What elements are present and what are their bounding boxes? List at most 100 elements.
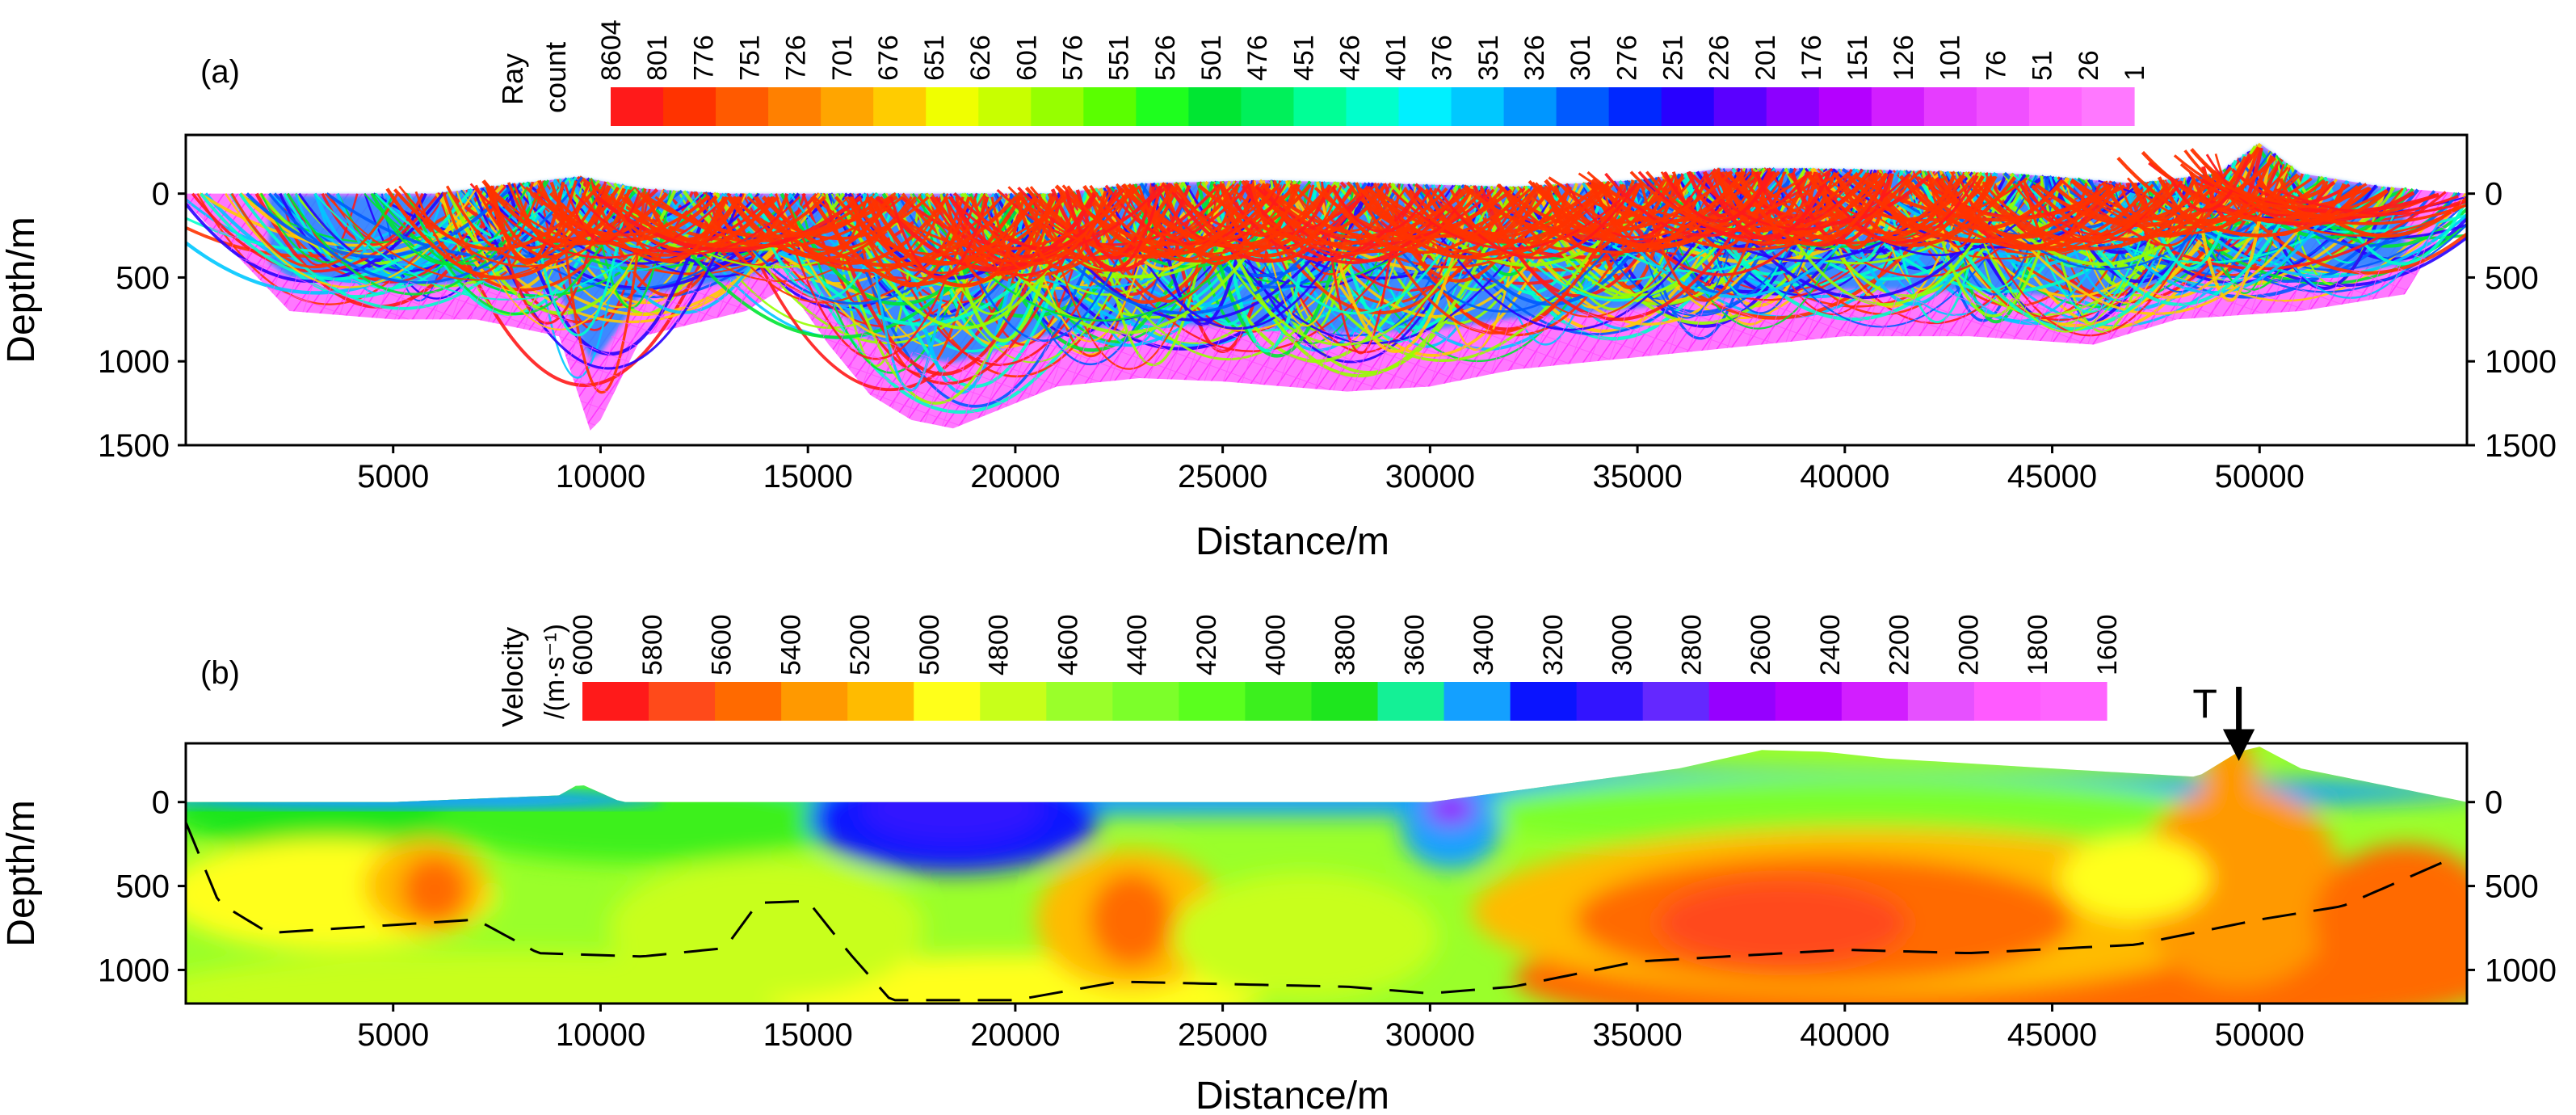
velocity-colorbar-tick-label: 3600 xyxy=(1399,614,1430,675)
panel-a-x-tick-label: 35000 xyxy=(1592,459,1682,494)
high-ray-count-path xyxy=(813,194,1070,256)
velocity-colorbar-title-line2: /(m·s⁻¹) xyxy=(540,624,570,719)
velocity-colorbar-tick-label: 3800 xyxy=(1330,614,1361,675)
panel-b-label: (b) xyxy=(200,655,240,691)
ray-count-colorbar-tick-label: 401 xyxy=(1381,35,1412,81)
ray-count-colorbar-swatch xyxy=(1136,87,1189,126)
ray-count-colorbar-swatch xyxy=(1293,87,1347,126)
velocity-colorbar-tick-label: 4000 xyxy=(1261,614,1292,675)
ray-count-colorbar-swatch xyxy=(1713,87,1767,126)
deep-ray-mesh xyxy=(186,193,2467,431)
ray-count-colorbar-tick-label: 676 xyxy=(873,35,904,81)
velocity-zone xyxy=(608,857,924,999)
velocity-colorbar-swatch xyxy=(582,682,649,721)
low-velocity-basin-core xyxy=(861,775,1044,843)
velocity-interface-dashed-line xyxy=(186,822,2445,1002)
ray-count-colorbar-swatch xyxy=(1451,87,1505,126)
velocity-colorbar-tick-label: 2400 xyxy=(1815,614,1846,675)
high-ray-count-path xyxy=(393,183,602,251)
high-ray-count-path xyxy=(1436,183,1638,259)
high-velocity-core xyxy=(401,856,469,924)
high-ray-count-path xyxy=(1061,184,1331,263)
velocity-colorbar-tick-label: 5600 xyxy=(707,614,738,675)
panel-b-x-tick-label: 5000 xyxy=(357,1017,429,1053)
ray-count-colorbar-swatch xyxy=(1661,87,1715,126)
ray-count-colorbar-tick-label: 76 xyxy=(1981,50,2012,81)
panel-a-x-tick-label: 40000 xyxy=(1800,459,1889,494)
high-ray-count-path xyxy=(1212,183,1343,262)
ray-count-colorbar-tick-label: 576 xyxy=(1058,35,1089,81)
velocity-zone xyxy=(1471,775,2218,849)
ray-count-colorbar-tick-label: 751 xyxy=(734,35,765,81)
high-ray-count-path xyxy=(445,183,606,261)
high-ray-count-band xyxy=(385,146,2467,288)
high-ray-count-path xyxy=(848,196,1036,266)
ray-count-colorbar-tick-label: 626 xyxy=(965,35,996,81)
ray-count-colorbar-swatch xyxy=(1766,87,1820,126)
velocity-colorbar-title-line1: Velocity xyxy=(496,627,529,727)
panel-a-x-tick-label: 30000 xyxy=(1385,459,1475,494)
high-ray-count-path xyxy=(948,185,1162,250)
high-ray-count-path xyxy=(2118,175,2221,247)
high-velocity-core xyxy=(1090,872,1174,967)
ray-count-colorbar-tick-label: 276 xyxy=(1612,35,1642,81)
ray-count-colorbar-tick-label: 26 xyxy=(2074,50,2104,81)
ray-count-colorbar-tick-label: 51 xyxy=(2028,50,2058,81)
high-ray-count-path xyxy=(1331,186,1433,234)
high-ray-count-path xyxy=(1391,183,1638,250)
ray-count-field xyxy=(186,142,2467,431)
high-ray-count-path xyxy=(1604,170,1811,238)
panel-a-frame xyxy=(184,133,2469,447)
high-ray-count-path xyxy=(610,192,729,263)
high-ray-count-path xyxy=(623,193,742,242)
ray-count-colorbar: 8604 801 776 751 726 701 676 651 626 601 576 551 526… xyxy=(596,19,2150,126)
velocity-colorbar-tick-label: 2200 xyxy=(1885,614,1915,675)
high-ray-count-path xyxy=(1898,175,2064,231)
velocity-body xyxy=(186,747,2467,1004)
high-ray-count-path xyxy=(564,183,641,244)
ray-count-colorbar-tick-label: 201 xyxy=(1750,35,1781,81)
ray-count-colorbar-tick-label: 726 xyxy=(781,35,812,81)
ray-count-colorbar-tick-label: 326 xyxy=(1519,35,1550,81)
velocity-colorbar-swatch xyxy=(1576,682,1644,721)
velocity-colorbar-tick-label: 5200 xyxy=(845,614,876,675)
velocity-colorbar-tick-label: 1800 xyxy=(2023,614,2053,675)
velocity-colorbar-tick-label: 4200 xyxy=(1191,614,1222,675)
ray-count-colorbar-swatch xyxy=(1346,87,1400,126)
panel-b-x-tick-label: 40000 xyxy=(1800,1017,1889,1053)
panel-b-x-tick-label: 45000 xyxy=(2007,1017,2097,1053)
velocity-colorbar-tick-label: 4400 xyxy=(1122,614,1153,675)
high-ray-count-path xyxy=(1702,170,1832,241)
ray-path xyxy=(230,192,399,268)
high-ray-count-path xyxy=(2275,188,2467,216)
velocity-colorbar-swatch xyxy=(1708,682,1776,721)
panel-b-y-tick-label: 0 xyxy=(152,785,170,821)
ray-count-colorbar-swatch xyxy=(768,87,822,126)
ray-count-colorbar-tick-label: 801 xyxy=(642,35,673,81)
panel-b-x-tick-label: 35000 xyxy=(1592,1017,1682,1053)
high-ray-count-path xyxy=(990,196,1053,270)
near-surface-layer-segment xyxy=(186,790,663,811)
ray-count-colorbar-tick-label: 426 xyxy=(1334,35,1365,81)
ray-count-colorbar-swatch xyxy=(716,87,769,126)
high-ray-count-path xyxy=(490,181,565,265)
velocity-colorbar-tick-label: 4600 xyxy=(1053,614,1083,675)
ray-count-colorbar-tick-label: 151 xyxy=(1843,35,1873,81)
ray-count-colorbar-swatch xyxy=(821,87,874,126)
high-ray-count-path xyxy=(969,189,1113,265)
velocity-colorbar-swatch xyxy=(1179,682,1246,721)
high-ray-count-path xyxy=(1290,185,1407,233)
t-marker-label: T xyxy=(2192,681,2217,726)
velocity-colorbar-swatch xyxy=(1443,682,1511,721)
velocity-colorbar-swatch xyxy=(781,682,848,721)
ray-count-colorbar-swatch xyxy=(1083,87,1137,126)
panel-a-ray-count: (a) 8604 801 776 751 726 701 676 651 626 601 576 55… xyxy=(0,19,2557,563)
velocity-colorbar-tick-label: 3400 xyxy=(1469,614,1499,675)
panel-a-x-tick-label: 50000 xyxy=(2215,459,2305,494)
panel-a-x-axis-label: Distance/m xyxy=(1196,520,1389,563)
ray-count-colorbar-swatch xyxy=(873,87,927,126)
ray-count-colorbar-swatch xyxy=(978,87,1032,126)
velocity-colorbar-tick-label: 1600 xyxy=(2092,614,2123,675)
panel-a-y-tick-label-right: 1000 xyxy=(2485,344,2557,380)
ray-path xyxy=(186,185,494,258)
